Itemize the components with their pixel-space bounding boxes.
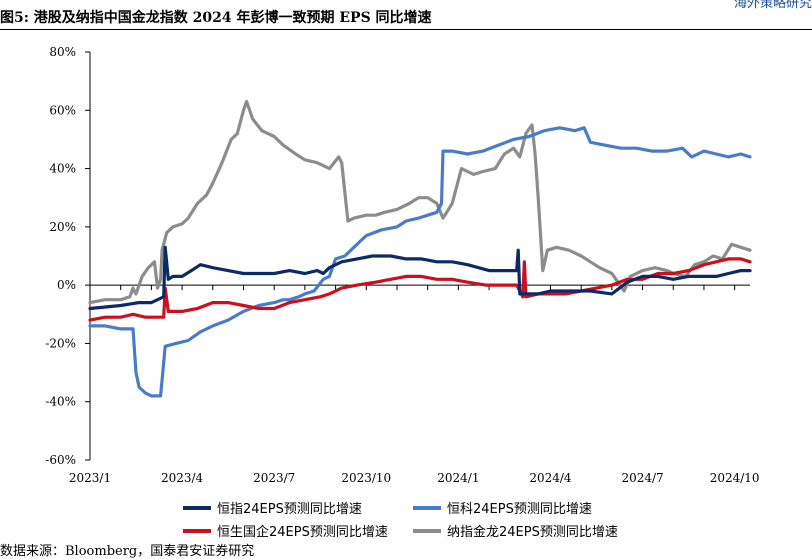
x-tick-label: 2024/4 [529, 471, 572, 485]
y-tick-label: -40% [45, 395, 76, 409]
x-tick-label: 2023/10 [341, 471, 391, 485]
x-tick-label: 2023/1 [69, 471, 111, 485]
source-note: 数据来源：Bloomberg，国泰君安证券研究 [0, 544, 255, 559]
y-tick-label: 40% [49, 162, 76, 176]
series-line-hxc [88, 99, 752, 305]
series-line-hstech [88, 126, 752, 398]
figure-title: 图5: 港股及纳指中国金龙指数 2024 年彭博一致预期 EPS 同比增速 [0, 10, 432, 26]
y-tick-label: -60% [45, 453, 76, 467]
x-tick-label: 2023/4 [161, 471, 204, 485]
y-tick-label: 80% [49, 45, 76, 59]
x-tick-label: 2023/7 [253, 471, 295, 485]
y-tick-label: 0% [57, 278, 76, 292]
header-corner-text: 海外策略研究 [733, 0, 812, 11]
series-line-hsi [88, 245, 752, 311]
x-tick-label: 2024/7 [621, 471, 663, 485]
y-tick-label: -20% [45, 336, 76, 350]
x-tick-label: 2024/10 [710, 471, 760, 485]
series-line-hscei [88, 257, 752, 322]
title-rule [0, 29, 812, 30]
y-tick-label: 20% [49, 220, 76, 234]
y-tick-label: 60% [49, 103, 76, 117]
x-tick-label: 2024/1 [437, 471, 479, 485]
